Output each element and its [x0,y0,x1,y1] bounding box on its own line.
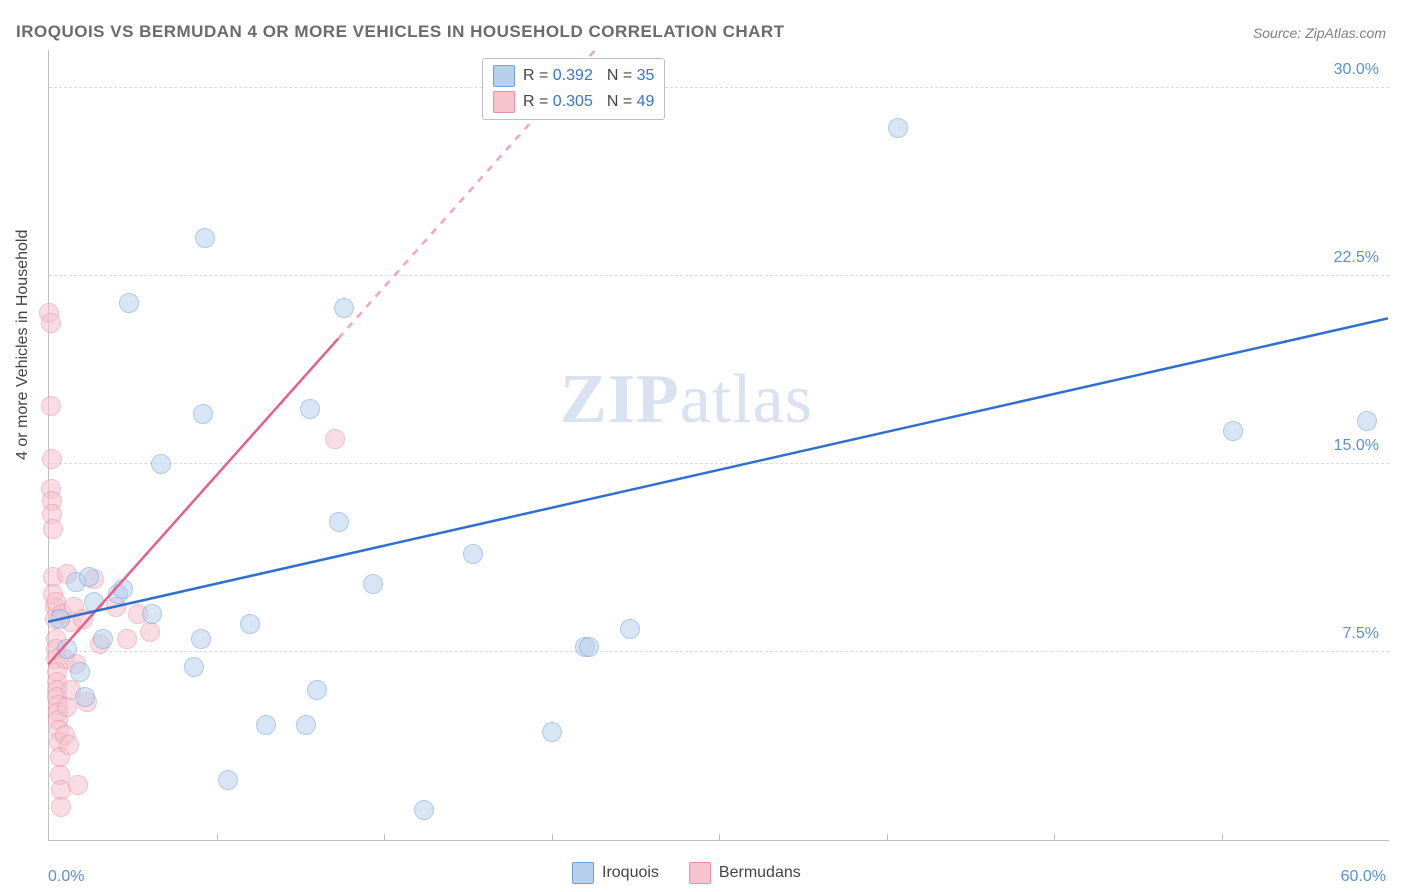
chart-container: IROQUOIS VS BERMUDAN 4 OR MORE VEHICLES … [0,0,1406,892]
r-label: R = [523,67,553,84]
n-value: 35 [637,67,655,84]
iroquois-swatch-icon [493,65,515,87]
n-label: N = [607,67,637,84]
legend-row-iroquois: R = 0.392 N = 35 [493,63,654,89]
r-value: 0.305 [553,93,593,110]
x-axis-min-label: 0.0% [48,868,84,886]
y-axis-label: 4 or more Vehicles in Household [14,230,32,460]
x-axis-max-label: 60.0% [1341,868,1386,886]
legend-label: Iroquois [602,864,659,882]
n-label: N = [607,93,637,110]
regression-lines-layer [48,50,1388,840]
chart-title: IROQUOIS VS BERMUDAN 4 OR MORE VEHICLES … [16,22,785,42]
source-credit: Source: ZipAtlas.com [1253,25,1386,41]
r-label: R = [523,93,553,110]
bermudans-swatch-icon [689,862,711,884]
iroquois-regression-line [48,318,1388,621]
legend-item-bermudans: Bermudans [689,862,801,884]
series-legend: Iroquois Bermudans [572,862,801,884]
bermudans-swatch-icon [493,91,515,113]
n-value: 49 [637,93,655,110]
correlation-legend: R = 0.392 N = 35 R = 0.305 N = 49 [482,58,665,120]
iroquois-swatch-icon [572,862,594,884]
bermudans-regression-line [48,338,338,664]
bermudans-regression-dashed [338,0,718,338]
legend-row-bermudans: R = 0.305 N = 49 [493,89,654,115]
legend-label: Bermudans [719,864,801,882]
legend-item-iroquois: Iroquois [572,862,659,884]
r-value: 0.392 [553,67,593,84]
